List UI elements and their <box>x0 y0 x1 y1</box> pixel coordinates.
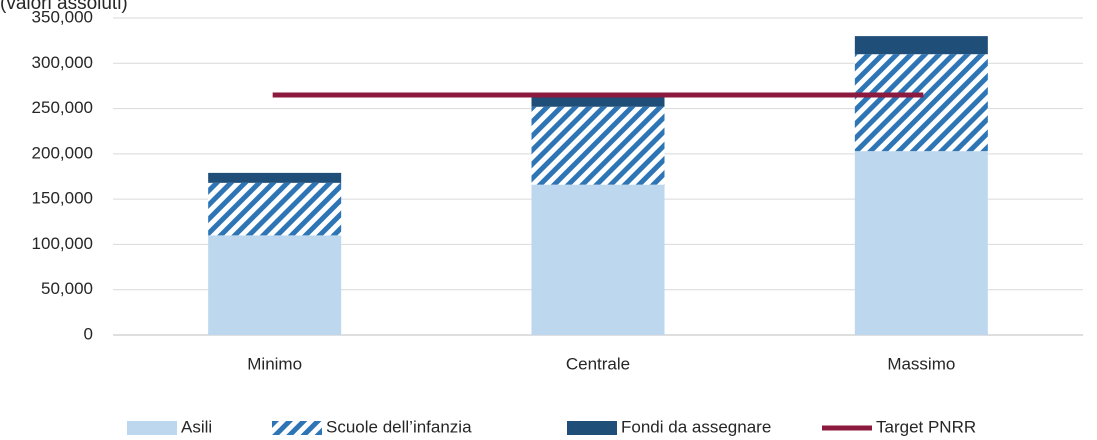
y-tick-label: 50,000 <box>41 279 93 298</box>
legend-label: Asili <box>181 417 212 436</box>
y-tick-label: 0 <box>84 324 93 343</box>
legend-swatch <box>272 421 322 435</box>
legend-label: Target PNRR <box>876 417 976 436</box>
y-tick-label: 350,000 <box>32 7 93 26</box>
legend-swatch <box>127 421 177 435</box>
legend-label: Fondi da assegnare <box>621 417 771 436</box>
y-tick-label: 200,000 <box>32 143 93 162</box>
y-tick-label: 100,000 <box>32 234 93 253</box>
bar-segment <box>854 151 988 335</box>
y-tick-label: 150,000 <box>32 189 93 208</box>
bar-segment <box>531 106 665 185</box>
chart-title: (valori assoluti) <box>0 0 128 14</box>
legend-swatch <box>567 421 617 435</box>
x-tick-label: Massimo <box>887 354 955 373</box>
bar-segment <box>208 172 342 183</box>
bar-segment <box>531 96 665 107</box>
bar-segment <box>854 54 988 152</box>
bar-segment <box>531 184 665 335</box>
y-tick-label: 250,000 <box>32 98 93 117</box>
bar-segment <box>208 182 342 236</box>
bar-segment <box>854 36 988 55</box>
y-tick-label: 300,000 <box>32 53 93 72</box>
x-tick-label: Centrale <box>566 354 630 373</box>
legend-label: Scuole dell’infanzia <box>326 417 472 436</box>
bar-segment <box>208 235 342 335</box>
x-tick-label: Minimo <box>247 354 302 373</box>
